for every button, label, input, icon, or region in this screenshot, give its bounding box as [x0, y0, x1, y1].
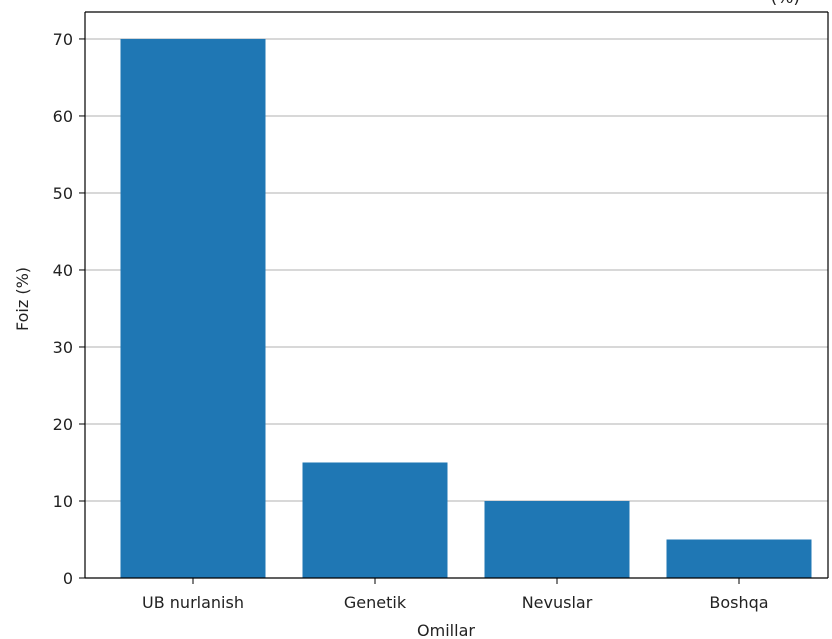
x-tick-label: Nevuslar: [522, 593, 593, 612]
y-axis-label: Foiz (%): [13, 267, 32, 331]
y-tick-label: 30: [53, 338, 73, 357]
x-tick-label: UB nurlanish: [142, 593, 244, 612]
y-tick-label: 50: [53, 184, 73, 203]
bar: [666, 539, 812, 578]
y-tick-label: 70: [53, 30, 73, 49]
x-tick-label: Genetik: [344, 593, 407, 612]
y-tick-label: 10: [53, 492, 73, 511]
x-axis-ticks: UB nurlanish Genetik Nevuslar Boshqa: [142, 578, 769, 612]
x-axis-label: Omillar: [417, 621, 475, 639]
y-tick-label: 0: [63, 569, 73, 588]
y-tick-label: 20: [53, 415, 73, 434]
bar: [484, 500, 630, 578]
y-axis-ticks: 0 10 20 30 40 50 60 70: [53, 30, 85, 588]
chart-title: (%): [771, 0, 800, 8]
bar: [302, 462, 448, 578]
y-tick-label: 60: [53, 107, 73, 126]
bars: [120, 38, 812, 578]
y-tick-label: 40: [53, 261, 73, 280]
bar: [120, 38, 266, 578]
plot-frame: [84, 11, 829, 579]
x-tick-label: Boshqa: [709, 593, 768, 612]
